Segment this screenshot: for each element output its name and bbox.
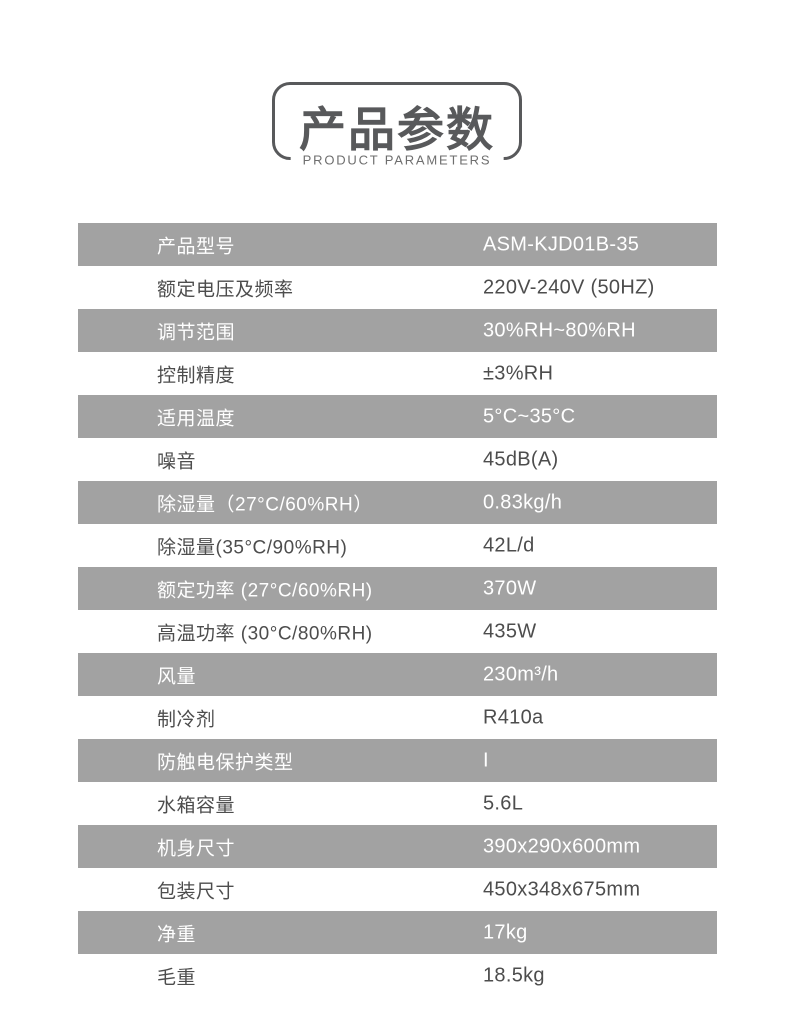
row-value: 220V-240V (50HZ) xyxy=(483,276,655,298)
table-row: 水箱容量 5.6L xyxy=(78,782,717,825)
row-value: 18.5kg xyxy=(483,964,545,986)
row-label: 高温功率 (30°C/80%RH) xyxy=(157,623,373,644)
row-label: 机身尺寸 xyxy=(157,838,236,859)
table-row: 制冷剂 R410a xyxy=(78,696,717,739)
table-row: 调节范围 30%RH~80%RH xyxy=(78,309,717,352)
row-label: 额定功率 (27°C/60%RH) xyxy=(157,580,373,601)
section-subtitle: PRODUCT PARAMETERS xyxy=(290,152,504,168)
table-row: 包装尺寸 450x348x675mm xyxy=(78,868,717,911)
section-title-box: 产品参数 PRODUCT PARAMETERS xyxy=(272,82,522,168)
row-label: 净重 xyxy=(157,924,197,945)
table-row: 额定电压及频率 220V-240V (50HZ) xyxy=(78,266,717,309)
table-row: 毛重 18.5kg xyxy=(78,954,717,997)
row-value: ±3%RH xyxy=(483,362,554,384)
row-label: 适用温度 xyxy=(157,408,236,429)
row-label: 制冷剂 xyxy=(157,709,216,730)
row-value: ASM-KJD01B-35 xyxy=(483,233,640,255)
row-value: 5°C~35°C xyxy=(483,405,576,427)
row-label: 除湿量（27°C/60%RH） xyxy=(157,494,373,515)
table-row: 除湿量(35°C/90%RH) 42L/d xyxy=(78,524,717,567)
row-label: 水箱容量 xyxy=(157,795,236,816)
row-value: 45dB(A) xyxy=(483,448,559,470)
section-title: 产品参数 xyxy=(299,103,495,156)
row-label: 包装尺寸 xyxy=(157,881,236,902)
row-label: 风量 xyxy=(157,666,197,687)
row-value: 17kg xyxy=(483,921,528,943)
table-row: 控制精度 ±3%RH xyxy=(78,352,717,395)
row-value: 30%RH~80%RH xyxy=(483,319,636,341)
row-value: 0.83kg/h xyxy=(483,491,563,513)
row-value: 370W xyxy=(483,577,537,599)
row-label: 噪音 xyxy=(157,451,197,472)
row-label: 除湿量(35°C/90%RH) xyxy=(157,537,348,558)
row-value: 230m³/h xyxy=(483,663,559,685)
table-row: 机身尺寸 390x290x600mm xyxy=(78,825,717,868)
table-row: 适用温度 5°C~35°C xyxy=(78,395,717,438)
row-value: 42L/d xyxy=(483,534,535,556)
table-row: 净重 17kg xyxy=(78,911,717,954)
table-row: 噪音 45dB(A) xyxy=(78,438,717,481)
row-label: 额定电压及频率 xyxy=(157,279,294,300)
table-row: 防触电保护类型 I xyxy=(78,739,717,782)
row-value: 5.6L xyxy=(483,792,524,814)
row-value: 450x348x675mm xyxy=(483,878,641,900)
row-value: 390x290x600mm xyxy=(483,835,641,857)
row-label: 调节范围 xyxy=(157,322,236,343)
row-value: 435W xyxy=(483,620,537,642)
row-label: 毛重 xyxy=(157,967,197,988)
param-table: 产品型号 ASM-KJD01B-35 额定电压及频率 220V-240V (50… xyxy=(78,223,717,997)
row-value: I xyxy=(483,749,489,771)
table-row: 额定功率 (27°C/60%RH) 370W xyxy=(78,567,717,610)
table-row: 产品型号 ASM-KJD01B-35 xyxy=(78,223,717,266)
table-row: 高温功率 (30°C/80%RH) 435W xyxy=(78,610,717,653)
table-row: 除湿量（27°C/60%RH） 0.83kg/h xyxy=(78,481,717,524)
table-row: 风量 230m³/h xyxy=(78,653,717,696)
row-label: 防触电保护类型 xyxy=(157,752,294,773)
row-label: 产品型号 xyxy=(157,236,236,257)
row-label: 控制精度 xyxy=(157,365,236,386)
row-value: R410a xyxy=(483,706,544,728)
